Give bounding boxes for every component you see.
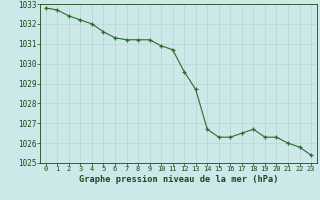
X-axis label: Graphe pression niveau de la mer (hPa): Graphe pression niveau de la mer (hPa)	[79, 175, 278, 184]
